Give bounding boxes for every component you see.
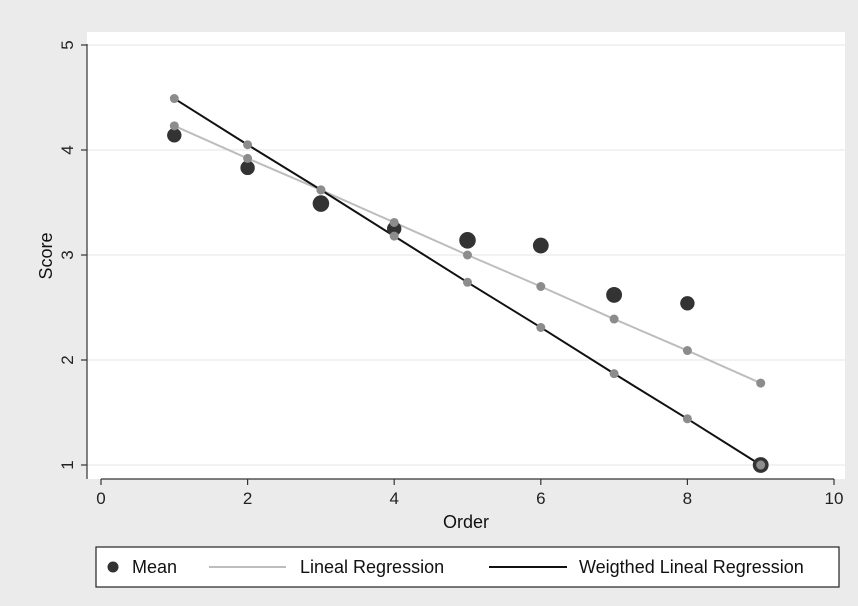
x-tick-label-8: 8 — [683, 489, 692, 508]
mean-point-1 — [167, 128, 182, 143]
mean-point-8 — [680, 296, 695, 311]
y-tick-label-3: 3 — [58, 250, 77, 259]
mean-point-6 — [532, 237, 549, 254]
lineal-point-8 — [682, 346, 692, 356]
legend-label-mean: Mean — [132, 557, 177, 577]
weighted-point-4 — [389, 231, 399, 241]
x-tick-label-4: 4 — [389, 489, 398, 508]
y-axis-title: Score — [36, 232, 56, 279]
weighted-point-9 — [756, 460, 766, 470]
lineal-point-4 — [389, 217, 399, 227]
x-axis-title: Order — [443, 512, 489, 532]
legend-marker-mean — [107, 561, 119, 573]
weighted-point-2 — [243, 140, 253, 150]
lineal-point-9 — [756, 378, 766, 388]
x-tick-label-6: 6 — [536, 489, 545, 508]
lineal-point-6 — [536, 282, 546, 291]
lineal-point-7 — [609, 314, 619, 324]
legend: Mean Lineal Regression Weigthed Lineal R… — [95, 546, 840, 588]
y-tick-label-1: 1 — [58, 460, 77, 469]
weighted-point-5 — [463, 277, 472, 287]
x-tick-label-0: 0 — [96, 489, 105, 508]
legend-label-weighted: Weigthed Lineal Regression — [579, 557, 804, 577]
legend-label-lineal: Lineal Regression — [300, 557, 444, 577]
weighted-point-7 — [609, 369, 619, 379]
lineal-point-2 — [243, 153, 253, 163]
weighted-point-6 — [536, 322, 546, 332]
series-layer — [167, 94, 769, 473]
x-tick-label-10: 10 — [825, 489, 844, 508]
y-tick-label-4: 4 — [58, 145, 77, 154]
y-tick-label-2: 2 — [58, 355, 77, 364]
lineal-point-1 — [169, 121, 179, 131]
y-tick-label-5: 5 — [58, 40, 77, 49]
mean-point-3 — [312, 195, 330, 212]
mean-point-2 — [240, 160, 255, 176]
mean-point-5 — [459, 232, 476, 249]
mean-point-7 — [606, 286, 623, 303]
lineal-point-5 — [463, 250, 472, 260]
weighted-point-3 — [316, 185, 326, 195]
weighted-point-8 — [682, 414, 692, 424]
x-tick-label-2: 2 — [243, 489, 252, 508]
weighted-point-1 — [169, 94, 179, 104]
